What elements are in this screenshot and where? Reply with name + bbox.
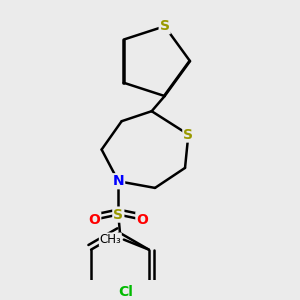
Text: S: S	[183, 128, 194, 142]
Text: S: S	[113, 208, 123, 222]
Text: O: O	[136, 213, 148, 226]
Text: Cl: Cl	[118, 285, 133, 299]
Text: N: N	[112, 174, 124, 188]
Text: CH₃: CH₃	[99, 233, 121, 246]
Text: O: O	[88, 213, 100, 226]
Text: S: S	[160, 19, 170, 33]
